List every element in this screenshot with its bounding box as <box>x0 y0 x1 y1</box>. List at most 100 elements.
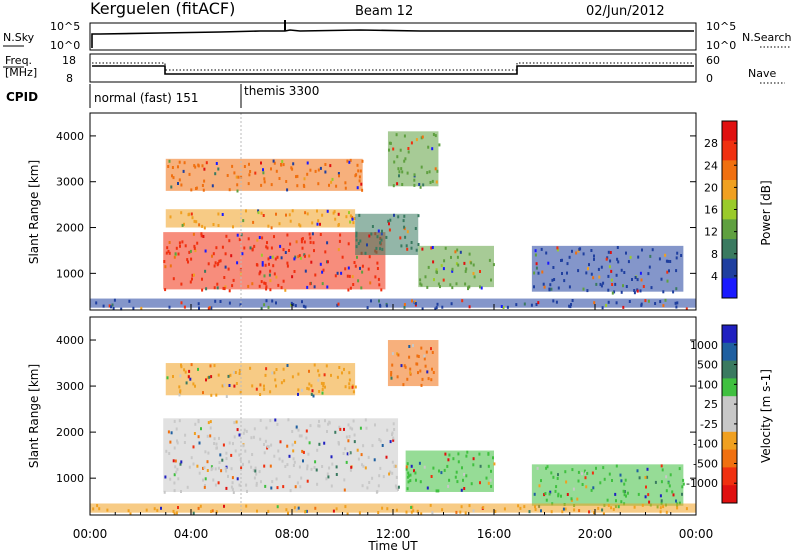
data-cell <box>287 511 289 515</box>
data-cell <box>628 300 631 303</box>
data-cell <box>379 247 381 251</box>
data-cell <box>272 159 275 163</box>
data-cell <box>654 480 657 484</box>
data-cell <box>599 282 602 286</box>
data-cell <box>268 273 271 277</box>
data-cell <box>210 393 213 397</box>
data-cell <box>478 452 481 456</box>
data-cell <box>366 486 369 490</box>
nsearch-tick-bottom: 10^0 <box>706 39 736 52</box>
data-cell <box>537 271 540 275</box>
data-cell <box>291 375 294 379</box>
data-cell <box>410 464 413 468</box>
data-cell <box>568 255 571 259</box>
data-region <box>163 232 386 290</box>
data-cell <box>406 171 409 175</box>
data-cell <box>169 264 172 268</box>
data-cell <box>428 170 431 174</box>
data-cell <box>216 282 219 286</box>
data-cell <box>232 278 235 282</box>
data-cell <box>213 364 216 368</box>
data-cell <box>205 378 207 382</box>
data-cell <box>328 466 331 470</box>
data-cell <box>296 481 299 485</box>
data-cell <box>454 250 457 254</box>
data-cell <box>545 498 548 502</box>
data-cell <box>324 419 326 423</box>
data-cell <box>576 497 579 501</box>
data-cell <box>422 183 425 187</box>
data-cell <box>281 160 284 163</box>
data-cell <box>378 283 381 287</box>
data-cell <box>337 302 340 306</box>
data-cell <box>348 378 351 382</box>
data-cell <box>420 165 423 169</box>
data-cell <box>263 177 266 181</box>
data-cell <box>270 443 273 447</box>
data-cell <box>368 234 371 238</box>
data-cell <box>271 480 274 484</box>
colorbar-segment <box>722 278 737 299</box>
data-cell <box>197 506 200 510</box>
data-cell <box>640 303 643 307</box>
data-cell <box>437 489 440 493</box>
data-cell <box>587 267 589 271</box>
data-cell <box>413 173 416 177</box>
data-cell <box>451 269 454 273</box>
data-cell <box>345 460 348 464</box>
data-cell <box>206 434 209 438</box>
data-cell <box>297 428 300 432</box>
data-cell <box>209 420 212 424</box>
data-cell <box>685 507 688 511</box>
data-cell <box>572 487 575 491</box>
data-cell <box>263 180 266 184</box>
data-cell <box>361 484 364 488</box>
data-cell <box>291 430 294 433</box>
data-cell <box>280 256 283 260</box>
data-cell <box>376 490 379 494</box>
data-cell <box>599 481 602 485</box>
data-cell <box>201 288 204 292</box>
data-cell <box>313 466 316 469</box>
data-cell <box>210 465 213 469</box>
data-cell <box>334 217 337 221</box>
data-cell <box>668 484 671 488</box>
colorbar-segment <box>722 414 737 433</box>
data-cell <box>286 444 289 448</box>
data-cell <box>293 270 296 273</box>
data-cell <box>397 353 400 357</box>
data-cell <box>216 286 219 290</box>
data-cell <box>197 367 199 371</box>
data-cell <box>280 381 283 385</box>
data-cell <box>180 460 183 464</box>
data-cell <box>267 224 270 228</box>
data-region <box>165 158 363 191</box>
data-cell <box>145 508 148 512</box>
data-cell <box>203 179 206 183</box>
data-cell <box>206 469 209 472</box>
data-cell <box>284 288 287 292</box>
data-cell <box>564 507 567 511</box>
data-cell <box>220 469 223 473</box>
data-cell <box>548 492 551 496</box>
data-cell <box>294 304 297 308</box>
data-cell <box>207 307 210 311</box>
data-cell <box>265 426 268 430</box>
data-cell <box>389 440 392 444</box>
colorbar-tick-label: 28 <box>704 137 718 150</box>
data-cell <box>316 209 318 213</box>
data-cell <box>289 219 292 223</box>
data-cell <box>264 263 267 267</box>
data-cell <box>173 446 176 450</box>
data-cell <box>248 162 250 166</box>
nave-trace <box>92 62 694 71</box>
data-cell <box>323 373 326 377</box>
data-cell <box>431 246 434 249</box>
data-cell <box>163 490 166 494</box>
colorbar-tick-label: 4 <box>711 270 718 283</box>
data-cell <box>676 251 679 255</box>
data-cell <box>291 443 294 447</box>
data-cell <box>633 291 636 295</box>
data-cell <box>232 491 235 494</box>
data-cell <box>179 391 182 395</box>
